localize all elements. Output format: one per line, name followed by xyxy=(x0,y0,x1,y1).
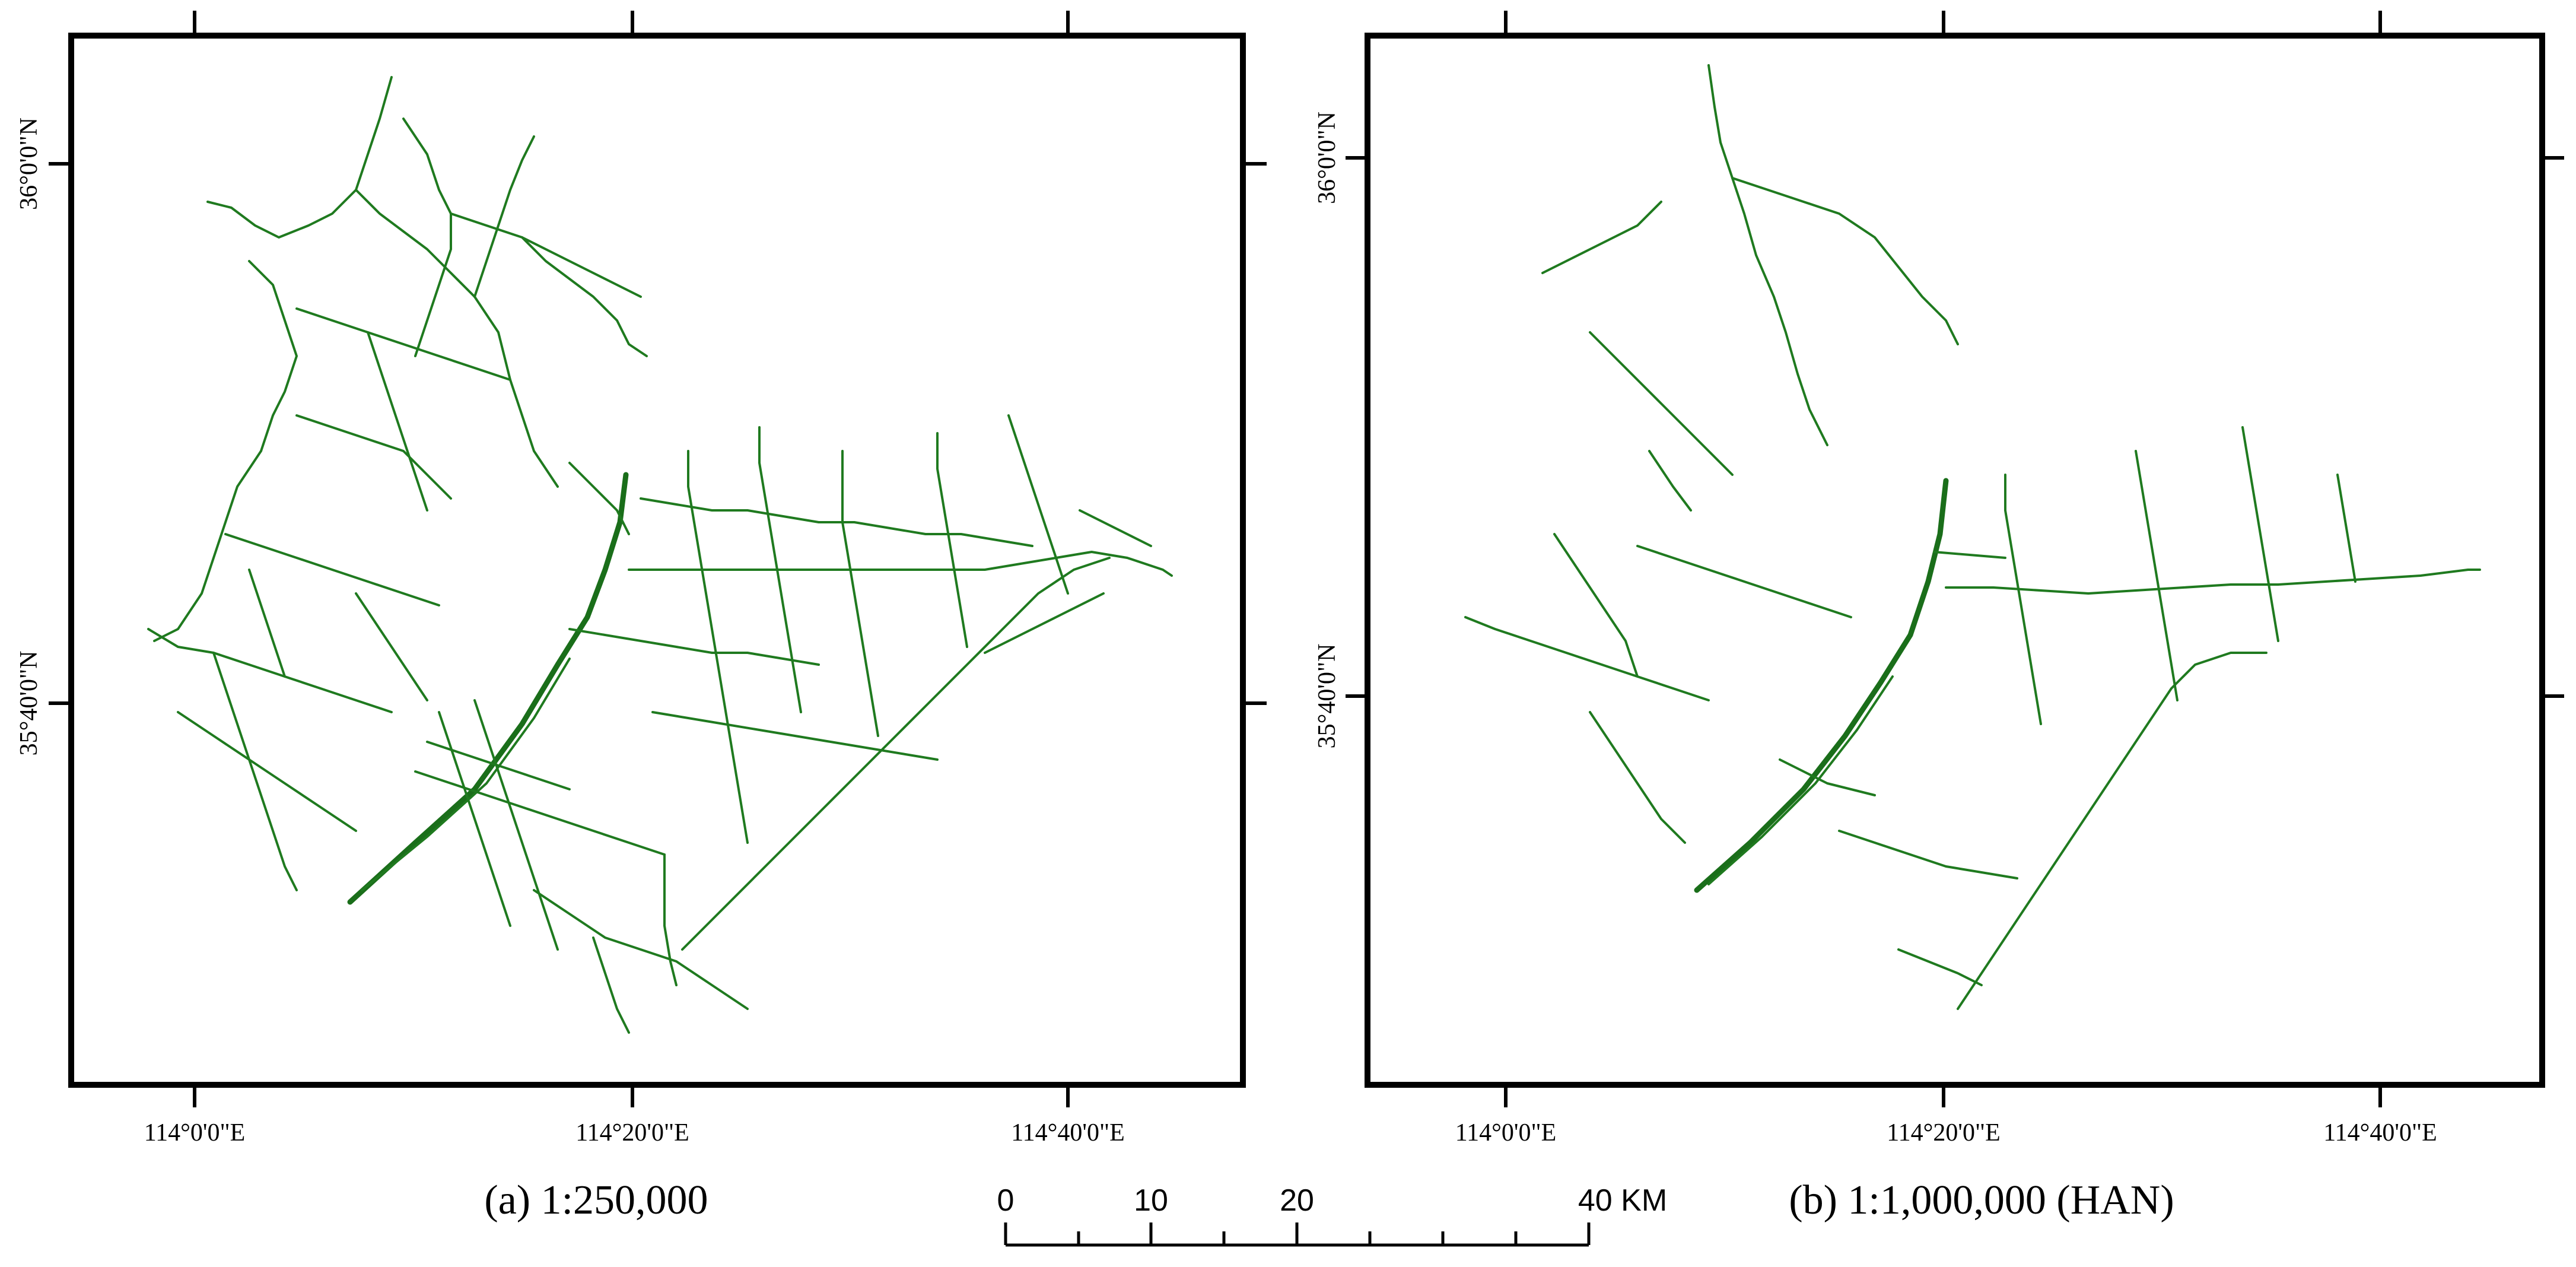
map-frame-b xyxy=(1365,33,2545,1088)
lon-label-b1: 114°0'0"E xyxy=(1455,1119,1557,1147)
map-panel-b xyxy=(1346,11,2564,1107)
scale-label-10: 10 xyxy=(1134,1183,1168,1218)
scale-label-40-km: 40 KM xyxy=(1578,1183,1667,1218)
scale-label-0: 0 xyxy=(997,1183,1015,1218)
map-panel-a xyxy=(49,11,1267,1107)
map-frame-a xyxy=(68,33,1246,1088)
lon-label-a1: 114°0'0"E xyxy=(144,1119,246,1147)
lon-label-b2: 114°20'0"E xyxy=(1887,1119,2001,1147)
road-network-a xyxy=(147,76,1173,1034)
lat-label-a1: 36°0'0"N xyxy=(15,118,43,210)
lon-label-b3: 114°40'0"E xyxy=(2323,1119,2437,1147)
scale-label-20: 20 xyxy=(1280,1183,1314,1218)
road-network-b xyxy=(1464,64,2481,1010)
caption-a: (a) 1:250,000 xyxy=(484,1177,708,1223)
scale-bar: 0 10 20 40 KM xyxy=(997,1183,1667,1247)
lat-label-b1: 36°0'0"N xyxy=(1314,112,1341,204)
highway-b xyxy=(1694,478,1949,893)
lat-label-a2: 35°40'0"N xyxy=(15,651,43,756)
lon-label-a3: 114°40'0"E xyxy=(1011,1119,1125,1147)
lon-label-a2: 114°20'0"E xyxy=(575,1119,689,1147)
caption-b: (b) 1:1,000,000 (HAN) xyxy=(1789,1177,2174,1223)
lat-label-b2: 35°40'0"N xyxy=(1314,644,1341,749)
highway-a xyxy=(347,472,629,905)
